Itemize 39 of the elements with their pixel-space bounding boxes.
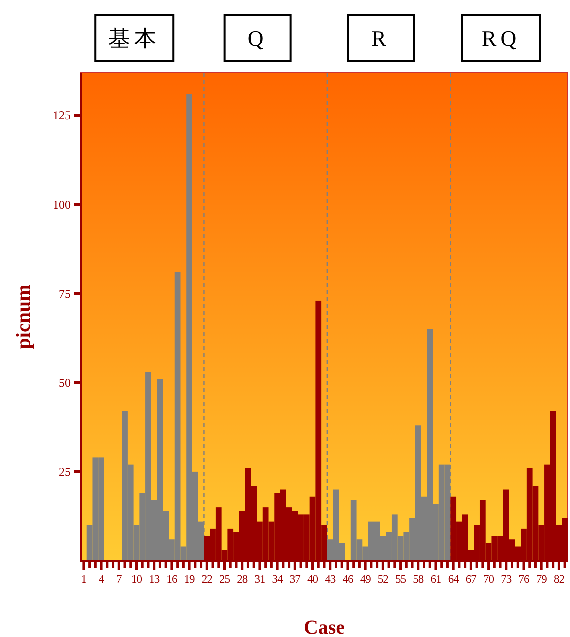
x-tick-label: 61 — [430, 574, 442, 586]
x-tick-label: 79 — [536, 574, 548, 586]
x-tick-label: 19 — [184, 574, 196, 586]
group-label: 基本 — [94, 14, 175, 62]
x-tick-label: 73 — [501, 574, 512, 586]
x-tick-label: 55 — [396, 574, 407, 586]
y-tick-label: 25 — [59, 464, 71, 479]
x-tick-label: 10 — [131, 574, 143, 586]
x-tick-label: 34 — [272, 574, 284, 586]
x-tick-label: 1 — [81, 574, 88, 586]
group-label: R — [347, 14, 416, 62]
x-axis-title: Case — [304, 617, 346, 637]
x-tick-label: 31 — [254, 574, 266, 586]
x-tick-label: 49 — [360, 574, 372, 586]
x-tick-label: 67 — [466, 574, 478, 586]
x-tick-label: 13 — [149, 574, 160, 586]
x-tick-label: 76 — [518, 574, 530, 586]
x-tick-label: 46 — [342, 574, 354, 586]
x-tick-label: 70 — [484, 574, 495, 586]
x-tick-label: 16 — [166, 574, 178, 586]
x-tick-label: 52 — [378, 574, 390, 586]
y-tick-label: 100 — [53, 198, 71, 212]
y-axis-title: picnum — [13, 284, 35, 350]
group-label: RQ — [461, 14, 542, 62]
x-tick-label: 64 — [448, 574, 460, 586]
x-tick-label: 58 — [413, 574, 424, 586]
x-tick-label: 37 — [290, 574, 302, 586]
y-tick-label: 50 — [59, 376, 71, 390]
x-tick-label: 43 — [325, 574, 336, 586]
y-tick-label: 75 — [59, 286, 71, 301]
x-tick-label: 4 — [98, 574, 105, 586]
x-tick-label: 28 — [237, 574, 248, 586]
group-label: Q — [224, 14, 292, 62]
y-tick-label: 125 — [53, 108, 71, 123]
x-tick-label: 25 — [220, 574, 231, 586]
x-tick-label: 82 — [554, 574, 566, 586]
x-tick-label: 40 — [308, 574, 319, 586]
x-tick-label: 22 — [202, 574, 214, 586]
x-tick-label: 7 — [116, 574, 123, 586]
